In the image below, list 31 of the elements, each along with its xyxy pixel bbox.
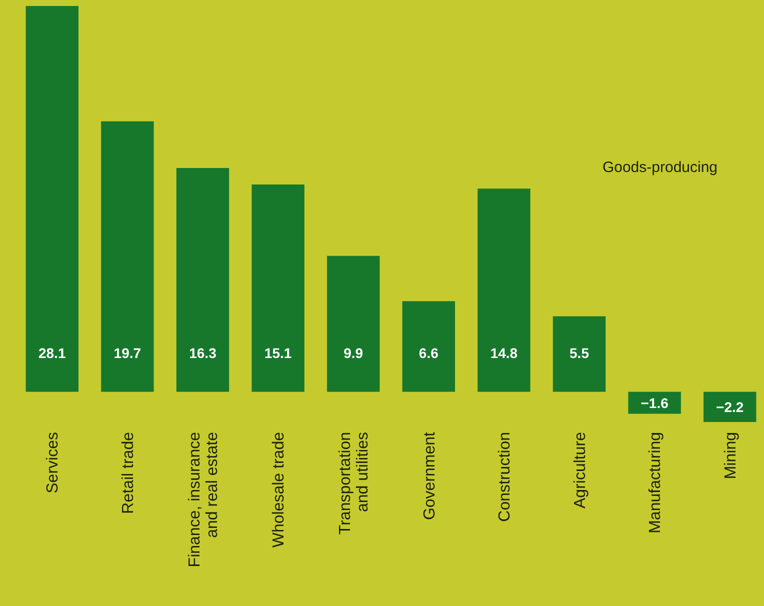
bar — [252, 184, 304, 392]
data-label: 5.5 — [570, 344, 590, 361]
data-label: −2.2 — [716, 398, 744, 415]
data-label: −1.6 — [640, 394, 669, 411]
x-tick-label: Transportation and utilities — [337, 432, 372, 535]
bar — [101, 121, 154, 392]
bar — [478, 188, 530, 392]
data-label: 6.6 — [418, 344, 439, 361]
x-tick-label: Construction — [496, 432, 514, 522]
x-tick-label: Services — [44, 432, 62, 494]
x-tick-label: Government — [421, 431, 438, 520]
bar — [26, 6, 78, 392]
data-label: 16.3 — [189, 344, 217, 361]
bar — [402, 301, 456, 392]
annotation: Goods-producing — [602, 159, 718, 176]
x-tick-label: Manufacturing — [647, 432, 664, 534]
bar — [704, 392, 756, 422]
bar — [326, 256, 380, 392]
data-label: 9.9 — [344, 344, 364, 361]
bar — [552, 316, 606, 392]
data-label: 14.8 — [490, 344, 518, 361]
x-tick-label: Finance, insurance and real estate — [186, 432, 222, 568]
data-label: 28.1 — [38, 344, 66, 361]
bar — [628, 392, 681, 414]
x-tick-label: Agriculture — [572, 432, 589, 508]
bar — [176, 168, 230, 392]
x-tick-label: Mining — [722, 432, 740, 480]
data-label: 15.1 — [264, 344, 292, 361]
x-tick-label: Wholesale trade — [270, 432, 288, 548]
data-label: 19.7 — [114, 344, 142, 361]
x-tick-label: Retail trade — [120, 432, 138, 514]
